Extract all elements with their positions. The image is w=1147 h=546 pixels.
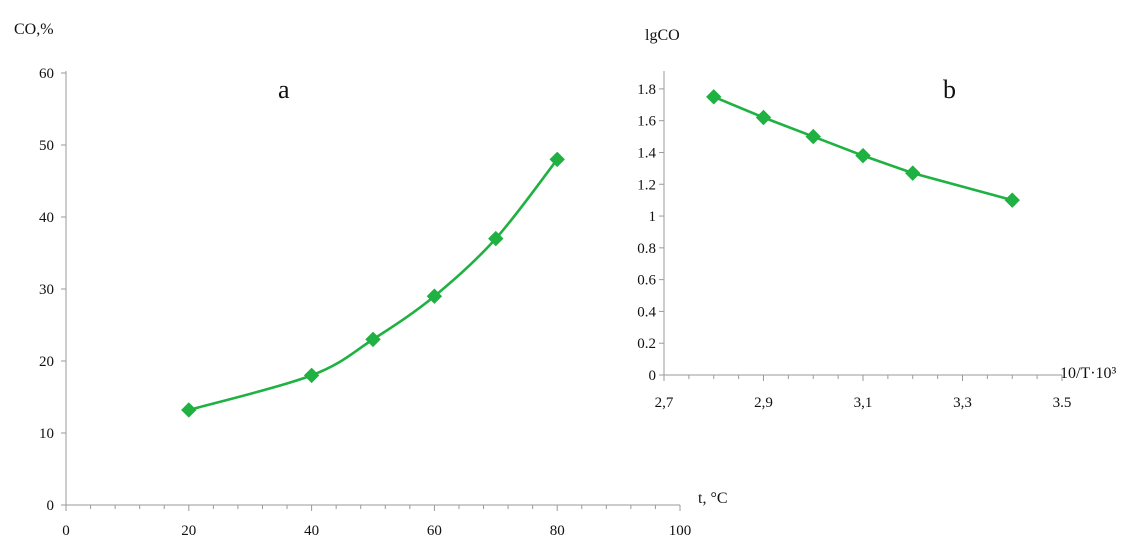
x-tick-label: 3.5: [1053, 395, 1072, 411]
y-tick-label: 1.8: [637, 82, 656, 98]
data-point-marker: [488, 230, 504, 247]
y-tick-label: 1.2: [637, 177, 656, 193]
chart-b-ylabel: lgCO: [645, 27, 680, 44]
data-point-marker: [365, 331, 381, 348]
data-point-marker: [549, 151, 565, 168]
x-tick-label: 2,7: [655, 395, 674, 411]
x-tick-label: 3,3: [953, 395, 972, 411]
chart-a-ylabel: CO,%: [14, 21, 54, 38]
series-line: [713, 95, 1013, 202]
x-tick-label: 0: [62, 523, 70, 539]
data-point-marker: [181, 402, 197, 418]
y-tick-label: 10: [39, 426, 54, 442]
chart-b: lgCO b 10/T·10³ 0 0.2 0.4 0.6 0.8 1 1.2 1.4 1.6 1…: [637, 27, 1116, 411]
data-point-marker: [426, 288, 443, 304]
chart-b-xlabel: 10/T·10³: [1060, 365, 1117, 382]
y-tick-label: 50: [39, 138, 54, 154]
chart-a-series: [181, 151, 565, 418]
y-tick-label: 0: [47, 498, 55, 514]
y-tick-label: 1.6: [637, 114, 656, 130]
data-point-marker: [1004, 192, 1020, 208]
data-point-marker: [755, 109, 772, 126]
data-point-marker: [706, 89, 722, 105]
y-tick-label: 0: [649, 368, 657, 384]
x-tick-label: 3,1: [854, 395, 873, 411]
y-tick-label: 40: [39, 210, 54, 226]
x-tick-label: 80: [550, 523, 565, 539]
x-tick-label: 60: [427, 523, 442, 539]
y-tick-label: 0.2: [637, 336, 656, 352]
y-tick-label: 30: [39, 282, 54, 298]
data-point-marker: [303, 367, 320, 384]
data-point-marker: [905, 165, 921, 181]
chart-b-panel-label: b: [943, 75, 956, 104]
x-tick-label: 40: [304, 523, 319, 539]
y-tick-label: 1.4: [637, 145, 656, 161]
y-tick-label: 20: [39, 354, 54, 370]
x-tick-label: 2,9: [754, 395, 773, 411]
data-point-marker: [855, 147, 871, 164]
chart-a-xlabel: t, °C: [698, 490, 728, 507]
chart-a-panel-label: a: [278, 75, 290, 104]
y-tick-label: 1: [649, 209, 657, 225]
series-line: [188, 158, 559, 412]
chart-b-ticks: 0 0.2 0.4 0.6 0.8 1 1.2 1.4 1.6 1.8 2,7 2,9 3,1 3,3 3.…: [637, 82, 1071, 411]
y-tick-label: 0.4: [637, 304, 656, 320]
chart-b-series: [706, 89, 1020, 208]
y-tick-label: 0.8: [637, 241, 656, 257]
x-tick-label: 100: [669, 523, 692, 539]
y-tick-label: 60: [39, 66, 54, 82]
data-point-marker: [805, 128, 821, 145]
x-tick-label: 20: [181, 523, 196, 539]
y-tick-label: 0.6: [637, 273, 656, 289]
